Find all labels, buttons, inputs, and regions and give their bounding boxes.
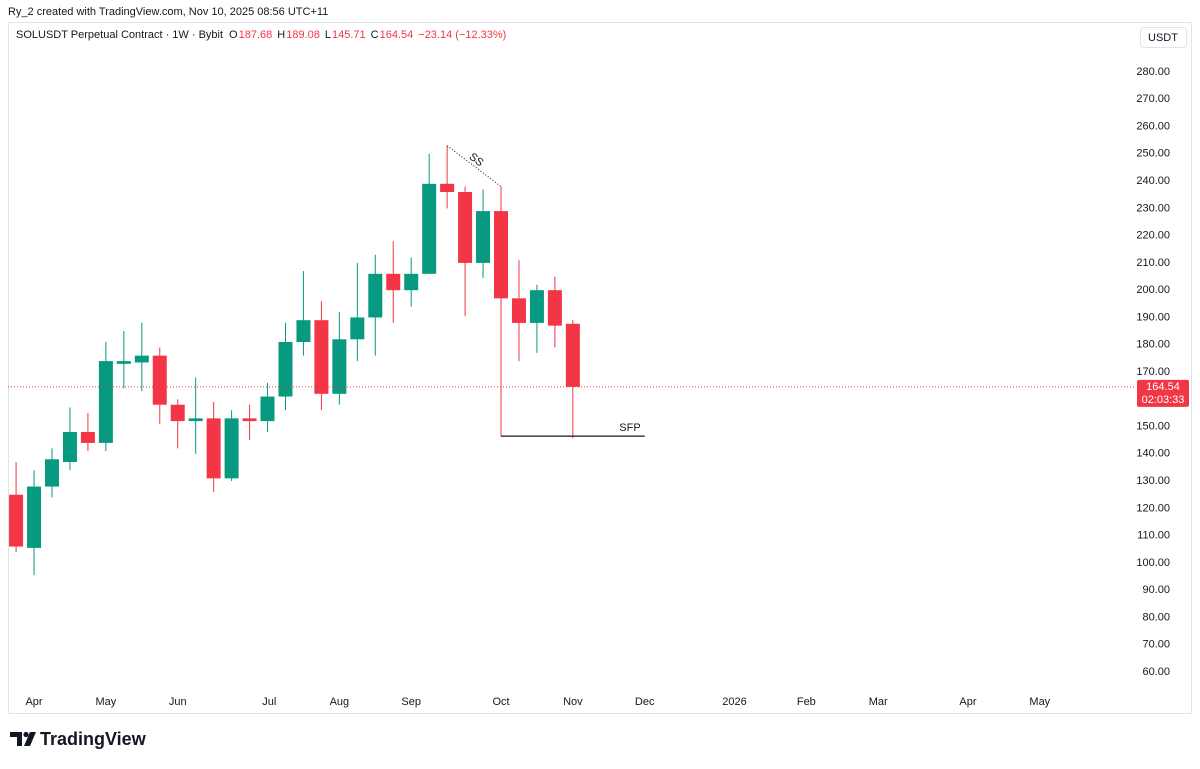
- y-tick-label: 280.00: [1136, 66, 1170, 78]
- candle-body: [242, 418, 257, 422]
- candle-body: [296, 320, 311, 342]
- y-tick-label: 260.00: [1136, 120, 1170, 132]
- y-tick-label: 100.00: [1136, 557, 1170, 569]
- y-tick-label: 210.00: [1136, 257, 1170, 269]
- y-tick-label: 110.00: [1137, 530, 1170, 542]
- candle-body: [206, 418, 221, 479]
- brand-logo: TradingView: [10, 729, 147, 749]
- candle-body: [134, 355, 149, 363]
- chart-frame: [8, 22, 1192, 714]
- candle-body: [116, 361, 131, 364]
- legend-value: 145.71: [332, 29, 366, 41]
- candle-body: [529, 290, 544, 323]
- candle-body: [170, 404, 185, 422]
- x-tick-label: 2026: [722, 696, 746, 708]
- x-tick-label: Feb: [797, 696, 816, 708]
- candle-body: [386, 273, 401, 291]
- legend-value: 189.08: [286, 29, 320, 41]
- last-price-label: 164.54: [1146, 381, 1180, 393]
- candle-body: [422, 183, 437, 274]
- legend-key: L: [325, 29, 331, 41]
- y-tick-label: 170.00: [1136, 366, 1170, 378]
- y-tick-label: 220.00: [1136, 230, 1170, 242]
- y-tick-label: 60.00: [1142, 666, 1170, 678]
- y-tick-label: 250.00: [1136, 148, 1170, 160]
- x-tick-label: Dec: [635, 696, 655, 708]
- legend-change: −23.14 (−12.33%): [418, 29, 506, 41]
- candle-body: [278, 342, 293, 397]
- ss-line: [446, 145, 502, 187]
- currency-box[interactable]: [1140, 27, 1187, 48]
- header: Ry_2 created with TradingView.com, Nov 1…: [8, 6, 328, 18]
- candle-body: [494, 211, 509, 299]
- y-tick-label: 80.00: [1142, 611, 1170, 623]
- candle-body: [224, 418, 239, 479]
- candle-body: [332, 339, 347, 394]
- candle-body: [547, 290, 562, 326]
- candle-body: [98, 361, 113, 443]
- candle-body: [404, 273, 419, 291]
- candle-body: [62, 432, 77, 462]
- y-tick-label: 90.00: [1142, 584, 1170, 596]
- y-tick-label: 180.00: [1136, 339, 1170, 351]
- candle-body: [45, 459, 60, 487]
- y-tick-label: 190.00: [1136, 311, 1170, 323]
- currency[interactable]: USDT: [1148, 32, 1178, 44]
- y-tick-label: 230.00: [1136, 202, 1170, 214]
- x-tick-label: Jul: [262, 696, 276, 708]
- x-tick-label: Jun: [169, 696, 187, 708]
- candle-body: [9, 494, 24, 547]
- x-tick-label: Aug: [330, 696, 350, 708]
- legend-key: H: [277, 29, 285, 41]
- candle-body: [565, 323, 580, 387]
- y-tick-label: 270.00: [1136, 93, 1170, 105]
- x-tick-label: Oct: [492, 696, 509, 708]
- x-tick-label: Apr: [959, 696, 976, 708]
- candle-body: [350, 317, 365, 340]
- y-tick-label: 140.00: [1136, 448, 1170, 460]
- candle-body: [476, 211, 491, 263]
- candle-body: [458, 192, 473, 263]
- y-tick-label: 240.00: [1136, 175, 1170, 187]
- candle-body: [260, 396, 275, 422]
- legend-key: C: [371, 29, 379, 41]
- x-tick-label: Nov: [563, 696, 583, 708]
- x-tick-label: Sep: [401, 696, 421, 708]
- brand: TradingView: [40, 729, 147, 749]
- candle-body: [511, 298, 526, 323]
- chart-title: SOLUSDT Perpetual Contract · 1W · Bybit: [16, 29, 223, 41]
- last-price-tag: [1137, 379, 1189, 407]
- sfp-label: SFP: [619, 422, 640, 434]
- y-tick-label: 150.00: [1136, 420, 1170, 432]
- candle-body: [80, 432, 95, 443]
- legend-value: 164.54: [380, 29, 414, 41]
- y-tick-label: 70.00: [1142, 639, 1170, 651]
- candle-body: [440, 183, 455, 192]
- countdown: 02:03:33: [1142, 394, 1185, 406]
- ss-label: SS: [467, 151, 486, 169]
- y-tick-label: 120.00: [1136, 502, 1170, 514]
- legend-key: O: [229, 29, 238, 41]
- y-tick-label: 200.00: [1136, 284, 1170, 296]
- y-tick-label: 130.00: [1136, 475, 1170, 487]
- legend-value: 187.68: [239, 29, 273, 41]
- candle-body: [188, 418, 203, 422]
- x-tick-label: May: [1029, 696, 1050, 708]
- x-tick-label: Apr: [25, 696, 42, 708]
- x-tick-label: May: [95, 696, 116, 708]
- candle-body: [314, 320, 329, 394]
- candle-body: [368, 273, 383, 318]
- x-tick-label: Mar: [869, 696, 888, 708]
- candle-body: [152, 355, 167, 405]
- candle-body: [27, 486, 42, 548]
